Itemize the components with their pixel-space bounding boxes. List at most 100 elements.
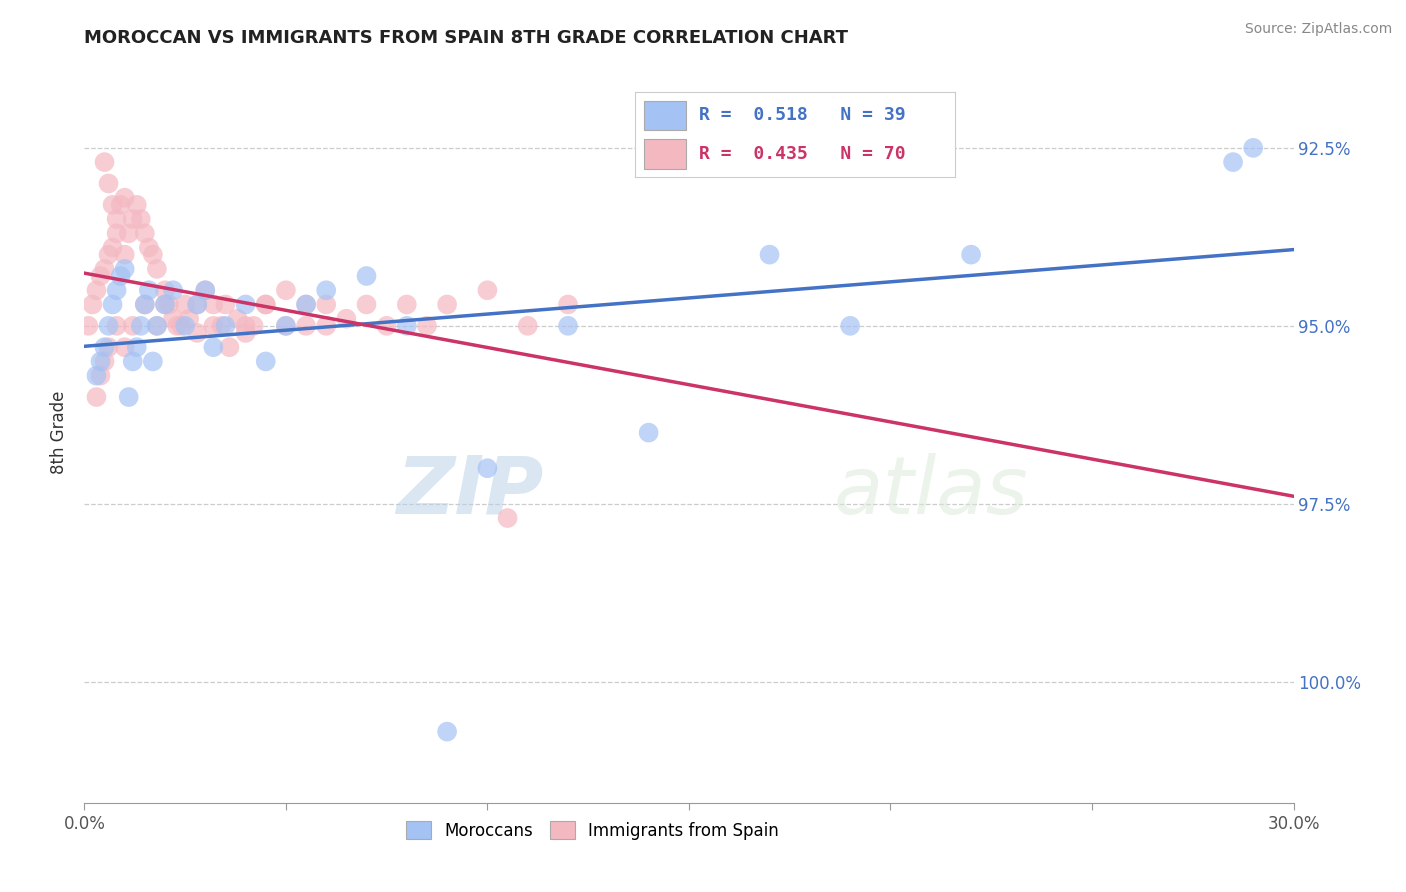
Point bbox=[125, 340, 148, 354]
Point bbox=[557, 297, 579, 311]
Point bbox=[436, 297, 458, 311]
Point bbox=[162, 283, 184, 297]
Point bbox=[335, 311, 357, 326]
Point bbox=[121, 318, 143, 333]
Point bbox=[77, 318, 100, 333]
Point bbox=[118, 227, 141, 241]
Point bbox=[105, 318, 128, 333]
Point bbox=[202, 297, 225, 311]
Point bbox=[138, 241, 160, 255]
Point bbox=[118, 390, 141, 404]
Point bbox=[186, 297, 208, 311]
Point bbox=[1241, 141, 1264, 155]
Point bbox=[82, 297, 104, 311]
Point bbox=[114, 191, 136, 205]
Point bbox=[174, 318, 197, 333]
Point bbox=[274, 318, 297, 333]
Text: Source: ZipAtlas.com: Source: ZipAtlas.com bbox=[1244, 22, 1392, 37]
Point bbox=[295, 297, 318, 311]
Point bbox=[125, 198, 148, 212]
Point bbox=[129, 212, 152, 227]
Point bbox=[86, 283, 108, 297]
Point bbox=[170, 318, 193, 333]
Point bbox=[110, 268, 132, 283]
Point bbox=[186, 297, 208, 311]
Point bbox=[146, 318, 169, 333]
Point bbox=[114, 261, 136, 276]
Point bbox=[153, 283, 176, 297]
Point bbox=[134, 297, 156, 311]
Point bbox=[375, 318, 398, 333]
Point bbox=[226, 311, 249, 326]
Point bbox=[254, 297, 277, 311]
Point bbox=[110, 198, 132, 212]
Point bbox=[214, 297, 236, 311]
Point bbox=[101, 297, 124, 311]
Text: ZIP: ZIP bbox=[396, 453, 544, 531]
Point bbox=[356, 297, 378, 311]
Point bbox=[121, 212, 143, 227]
Point bbox=[174, 297, 197, 311]
Y-axis label: 8th Grade: 8th Grade bbox=[51, 391, 69, 475]
Point bbox=[194, 283, 217, 297]
Point bbox=[254, 354, 277, 368]
Point bbox=[209, 318, 232, 333]
Point bbox=[235, 326, 257, 340]
Point bbox=[235, 318, 257, 333]
Point bbox=[101, 198, 124, 212]
Point bbox=[315, 283, 337, 297]
Point bbox=[758, 247, 780, 261]
Point bbox=[496, 511, 519, 525]
Point bbox=[274, 283, 297, 297]
Point bbox=[274, 318, 297, 333]
Point bbox=[105, 283, 128, 297]
Point bbox=[960, 247, 983, 261]
Point bbox=[637, 425, 659, 440]
Point bbox=[97, 340, 120, 354]
Point bbox=[254, 297, 277, 311]
Point bbox=[142, 354, 165, 368]
Point bbox=[97, 318, 120, 333]
Point bbox=[121, 354, 143, 368]
Point bbox=[202, 318, 225, 333]
Point bbox=[295, 318, 318, 333]
Point bbox=[186, 326, 208, 340]
Point bbox=[477, 283, 499, 297]
Point bbox=[194, 283, 217, 297]
Point bbox=[416, 318, 439, 333]
Point bbox=[105, 212, 128, 227]
Point bbox=[153, 297, 176, 311]
Point bbox=[114, 247, 136, 261]
Point bbox=[93, 155, 115, 169]
Point bbox=[242, 318, 264, 333]
Legend: Moroccans, Immigrants from Spain: Moroccans, Immigrants from Spain bbox=[399, 814, 786, 847]
Point bbox=[356, 268, 378, 283]
Point bbox=[89, 268, 111, 283]
Point bbox=[214, 318, 236, 333]
Point bbox=[436, 724, 458, 739]
Point bbox=[557, 318, 579, 333]
Point bbox=[93, 261, 115, 276]
Point bbox=[218, 340, 240, 354]
Point bbox=[157, 297, 180, 311]
Point bbox=[146, 261, 169, 276]
Point bbox=[89, 368, 111, 383]
Point bbox=[235, 297, 257, 311]
Point bbox=[146, 318, 169, 333]
Point bbox=[86, 368, 108, 383]
Point bbox=[162, 311, 184, 326]
Point bbox=[138, 283, 160, 297]
Point bbox=[93, 340, 115, 354]
Point bbox=[166, 318, 188, 333]
Point bbox=[315, 297, 337, 311]
Text: atlas: atlas bbox=[834, 453, 1029, 531]
Point bbox=[395, 297, 418, 311]
Point bbox=[142, 247, 165, 261]
Point bbox=[1222, 155, 1244, 169]
Point bbox=[93, 354, 115, 368]
Point bbox=[153, 297, 176, 311]
Point bbox=[395, 318, 418, 333]
Point bbox=[114, 340, 136, 354]
Point bbox=[839, 318, 862, 333]
Text: MOROCCAN VS IMMIGRANTS FROM SPAIN 8TH GRADE CORRELATION CHART: MOROCCAN VS IMMIGRANTS FROM SPAIN 8TH GR… bbox=[84, 29, 848, 47]
